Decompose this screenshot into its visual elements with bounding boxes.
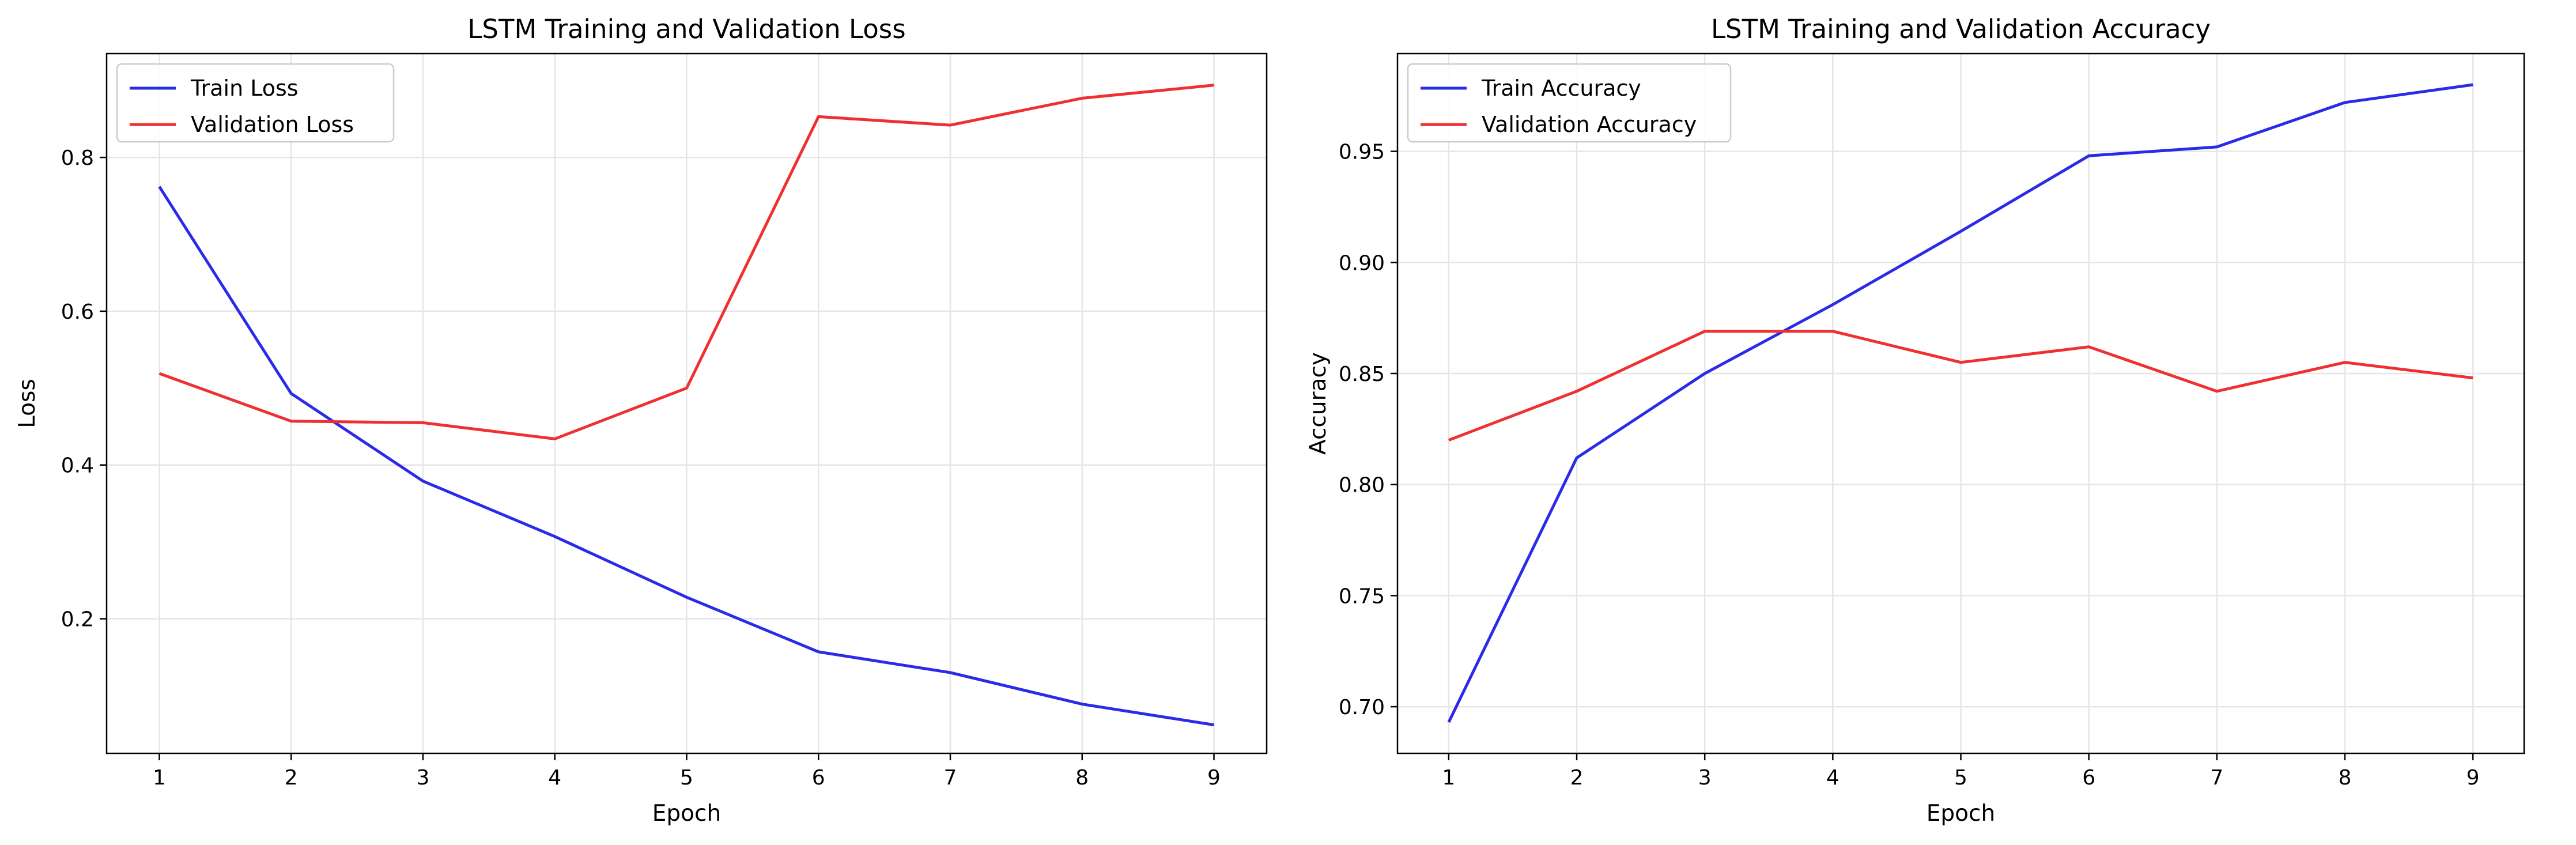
x-tick-label: 8: [2339, 766, 2352, 790]
legend: Train Accuracy Validation Accuracy: [1407, 63, 1732, 143]
x-tick-label: 6: [2082, 766, 2095, 790]
y-axis-label: Accuracy: [1305, 352, 1331, 455]
x-tick-label: 1: [1442, 766, 1455, 790]
x-tick-label: 4: [548, 766, 561, 790]
legend-box: [116, 63, 395, 143]
x-tick-label: 1: [153, 766, 166, 790]
y-tick-label: 0.95: [1339, 141, 1385, 164]
x-tick-label: 7: [944, 766, 957, 790]
y-tick-label: 0.8: [61, 146, 94, 170]
legend: Train Loss Validation Loss: [116, 63, 395, 143]
accuracy-chart-panel: 1 2 3 4 5 6 7 8 9 0.70 0.75 0.80 0.85 0.90 0.95 LSTM Tr…: [1305, 14, 2525, 827]
x-tick-label: 5: [680, 766, 693, 790]
y-tick-label: 0.75: [1339, 584, 1385, 608]
x-tick-label: 2: [1570, 766, 1584, 790]
y-tick-label: 0.80: [1339, 474, 1385, 497]
x-tick-label: 9: [1207, 766, 1221, 790]
x-tick-label: 5: [1954, 766, 1967, 790]
x-tick-label: 2: [285, 766, 298, 790]
gridlines: [107, 54, 1267, 753]
y-axis-label: Loss: [14, 379, 40, 428]
gridlines: [1397, 54, 2524, 753]
chart-title: LSTM Training and Validation Accuracy: [1711, 14, 2211, 44]
x-tick-label: 9: [2467, 766, 2480, 790]
validation-accuracy-line: [1448, 330, 2473, 442]
validation-loss-line: [158, 84, 1214, 440]
y-tick-label: 0.90: [1339, 251, 1385, 275]
y-tick-label: 0.6: [61, 300, 94, 324]
x-tick-label: 7: [2210, 766, 2223, 790]
loss-chart-panel: 1 2 3 4 5 6 7 8 9 0.2 0.4 0.6 0.8 LSTM Training and V…: [14, 14, 1268, 827]
legend-entry: Train Accuracy: [1481, 76, 1641, 101]
y-tick-label: 0.70: [1339, 696, 1385, 719]
x-tick-label: 4: [1826, 766, 1840, 790]
legend-box: [1407, 63, 1732, 143]
legend-entry: Validation Loss: [191, 112, 354, 137]
chart-title: LSTM Training and Validation Loss: [467, 14, 905, 44]
legend-entry: Validation Accuracy: [1482, 112, 1697, 137]
x-tick-label: 8: [1075, 766, 1089, 790]
x-tick-label: 3: [1698, 766, 1712, 790]
y-tick-label: 0.4: [61, 454, 94, 478]
y-tick-label: 0.2: [61, 608, 94, 632]
x-tick-label: 6: [812, 766, 825, 790]
train-accuracy-line: [1447, 83, 2473, 723]
y-tick-label: 0.85: [1339, 363, 1385, 386]
x-axis-label: Epoch: [1927, 801, 1995, 827]
x-axis-label: Epoch: [652, 801, 721, 827]
legend-entry: Train Loss: [190, 76, 299, 101]
x-tick-label: 3: [417, 766, 430, 790]
